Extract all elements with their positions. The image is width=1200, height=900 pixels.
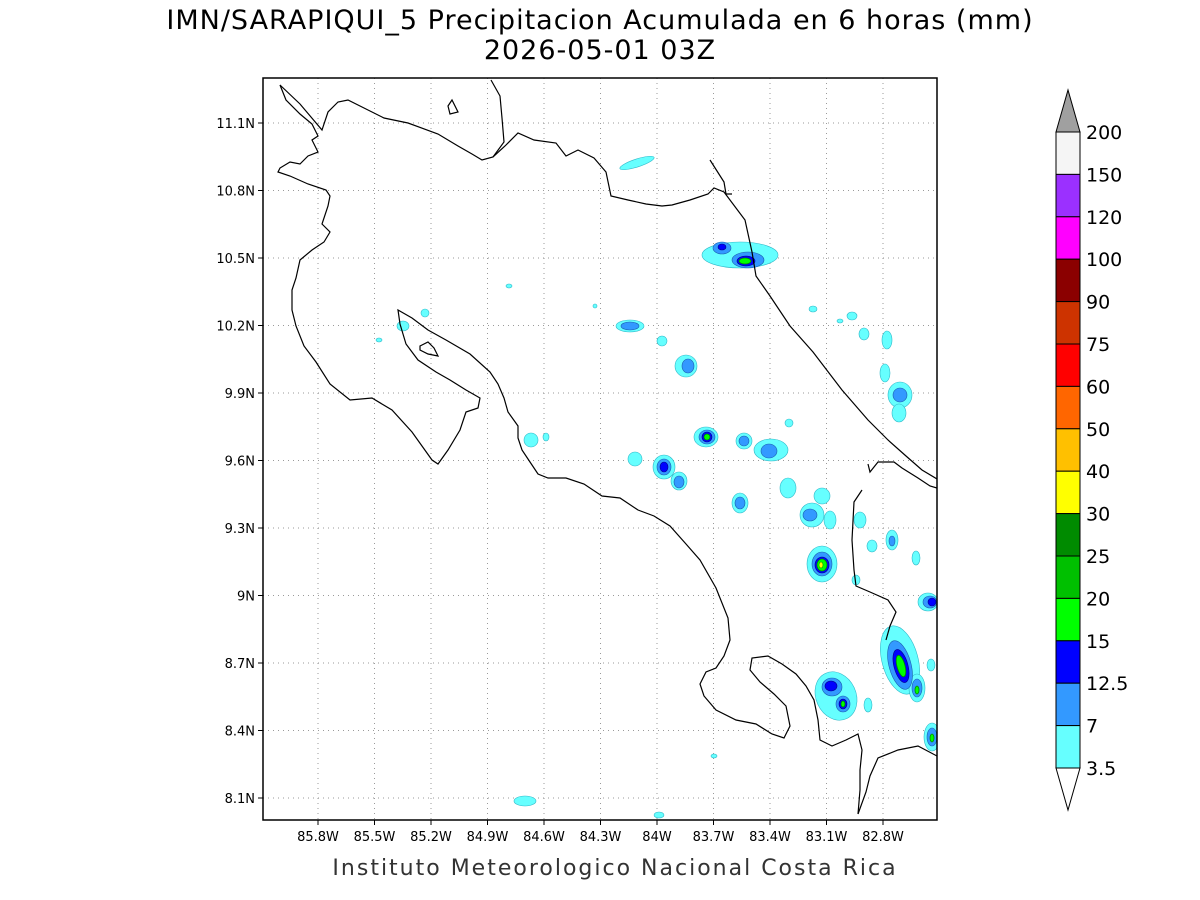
- colorbar-underflow-arrow: [1055, 767, 1081, 812]
- map-subtitle: 2026-05-01 03Z: [483, 35, 717, 66]
- colorbar-swatch: [1055, 301, 1081, 345]
- x-axis: 85.8W 85.5W 85.2W 84.9W 84.6W 84.3W 84W 83.7W 83…: [297, 820, 904, 845]
- colorbar-label: 120: [1086, 207, 1122, 229]
- y-tick-label: 10.5N: [216, 252, 255, 267]
- y-tick-label: 9N: [237, 590, 255, 605]
- colorbar-label: 25: [1086, 546, 1110, 568]
- colorbar-label: 15: [1086, 631, 1110, 653]
- footer-credit: Instituto Meteorologico Nacional Costa R…: [332, 856, 898, 881]
- x-tick-label: 85.8W: [297, 830, 339, 845]
- precipitation-field: [375, 155, 937, 819]
- x-tick-label: 83.4W: [749, 830, 791, 845]
- colorbar-label: 3.5: [1086, 758, 1116, 780]
- colorbar-swatch: [1055, 470, 1081, 515]
- x-tick-label: 85.5W: [354, 830, 396, 845]
- y-tick-label: 9.9N: [225, 387, 255, 402]
- colorbar-label: 100: [1086, 249, 1122, 271]
- y-tick-label: 11.1N: [216, 117, 255, 132]
- colorbar-swatch: [1055, 640, 1081, 684]
- x-tick-label: 83.7W: [693, 830, 735, 845]
- colorbar-label: 200: [1086, 122, 1122, 144]
- colorbar-swatch: [1055, 597, 1081, 642]
- colorbar-label: 30: [1086, 504, 1110, 526]
- colorbar-swatch: [1055, 343, 1081, 387]
- colorbar-swatch: [1055, 131, 1081, 175]
- colorbar-swatch: [1055, 682, 1081, 727]
- y-tick-label: 9.6N: [225, 455, 255, 470]
- colorbar-label: 12.5: [1086, 673, 1128, 695]
- colorbar-label: 75: [1086, 334, 1110, 356]
- colorbar-overflow-arrow: [1055, 88, 1081, 133]
- colorbar-swatch: [1055, 725, 1081, 769]
- colorbar-swatch: [1055, 428, 1081, 472]
- x-tick-label: 84.6W: [523, 830, 565, 845]
- colorbar-swatch: [1055, 173, 1081, 218]
- colorbar-label: 50: [1086, 419, 1110, 441]
- colorbar-label: 150: [1086, 164, 1122, 186]
- y-tick-label: 9.3N: [225, 522, 255, 537]
- colorbar-label: 40: [1086, 461, 1110, 483]
- x-tick-label: 84.9W: [467, 830, 509, 845]
- x-tick-label: 84W: [642, 830, 672, 845]
- colorbar: 200 150 120 100 90 75 60 50 40 30 25 20 15 12.5 7 3.5: [1055, 88, 1128, 812]
- x-tick-label: 85.2W: [410, 830, 452, 845]
- colorbar-label: 60: [1086, 376, 1110, 398]
- map-title: IMN/SARAPIQUI_5 Precipitacion Acumulada …: [166, 5, 1034, 36]
- y-tick-label: 10.8N: [216, 185, 255, 200]
- y-tick-label: 8.7N: [225, 657, 255, 672]
- colorbar-swatch: [1055, 385, 1081, 430]
- x-tick-label: 83.1W: [806, 830, 848, 845]
- colorbar-label: 7: [1086, 716, 1098, 738]
- colorbar-label: 90: [1086, 292, 1110, 314]
- coastline: [277, 79, 937, 815]
- x-tick-label: 84.3W: [580, 830, 622, 845]
- y-tick-label: 8.1N: [225, 792, 255, 807]
- colorbar-swatch: [1055, 555, 1081, 599]
- colorbar-swatch: [1055, 216, 1081, 260]
- y-tick-label: 8.4N: [225, 725, 255, 740]
- y-axis: 11.1N 10.8N 10.5N 10.2N 9.9N 9.6N 9.3N 9N 8.7N 8.…: [216, 117, 263, 807]
- x-tick-label: 82.8W: [862, 830, 904, 845]
- colorbar-label: 20: [1086, 588, 1110, 610]
- colorbar-swatch: [1055, 258, 1081, 303]
- y-tick-label: 10.2N: [216, 320, 255, 335]
- colorbar-swatch: [1055, 513, 1081, 557]
